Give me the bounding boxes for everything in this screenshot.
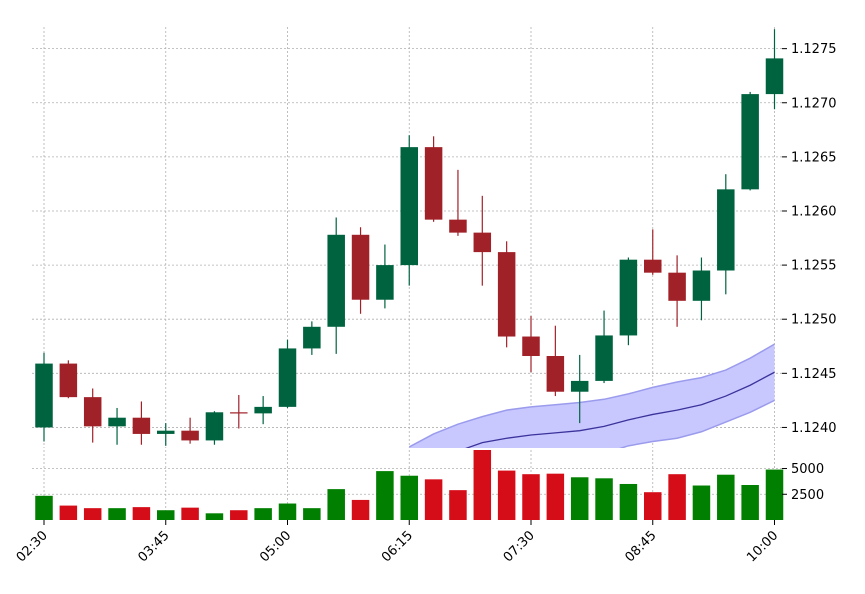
candle-up: [303, 326, 321, 349]
volume-bar: [132, 507, 151, 520]
volume-bar: [108, 508, 126, 520]
price-axis: 1.1240 1.1245 1.1250 1.1255 1.1260 1.1265 1.12…: [782, 42, 837, 436]
volume-bar: [741, 485, 759, 520]
envelope-middle-line: [465, 371, 775, 448]
candle-up: [741, 94, 759, 190]
envelope-band-fill: [409, 344, 775, 448]
candle-down: [473, 232, 492, 253]
candle-down: [546, 356, 565, 392]
volume-bar: [303, 508, 321, 520]
volume-bar: [619, 483, 638, 520]
candle-up: [765, 58, 784, 95]
time-tick-label: 08:45: [622, 528, 659, 565]
candle-down: [497, 252, 516, 337]
volume-bar: [157, 510, 175, 520]
volume-bar: [83, 508, 102, 520]
volume-layer: [35, 450, 784, 520]
price-tick-label: 1.1245: [791, 367, 837, 382]
time-tick-label: 07:30: [501, 528, 538, 565]
candle-up: [570, 380, 589, 392]
volume-bar: [522, 474, 540, 520]
envelope-upper-line: [408, 343, 775, 448]
candle-up: [376, 265, 394, 300]
volume-bar: [717, 474, 735, 520]
volume-bar: [546, 473, 565, 520]
candle-down: [132, 417, 151, 434]
candle-down: [644, 259, 662, 273]
time-axis: 02:30 03:45 05:00 06:15 07:30 08:45 10:00: [14, 520, 781, 565]
candle-down: [449, 219, 467, 233]
volume-bar: [473, 450, 492, 520]
price-tick-label: 1.1250: [791, 313, 837, 328]
price-tick-label: 1.1255: [791, 259, 837, 274]
candle-up: [717, 189, 735, 271]
candle-down: [424, 147, 443, 220]
time-tick-label: 03:45: [135, 528, 172, 565]
volume-bar: [278, 503, 297, 520]
volume-bar: [668, 474, 686, 520]
candle-down: [351, 234, 370, 300]
volume-bar: [424, 479, 443, 520]
time-tick-label: 05:00: [257, 528, 294, 565]
time-tick-label: 06:15: [379, 528, 416, 565]
volume-bar: [181, 507, 199, 520]
volume-bar: [230, 510, 248, 520]
candle-up: [595, 335, 613, 381]
candles-layer: [35, 29, 784, 446]
volume-bar: [35, 495, 53, 520]
volume-bar: [644, 492, 662, 520]
candle-down: [83, 397, 102, 427]
candle-up: [692, 270, 711, 301]
volume-bar: [497, 470, 516, 520]
price-tick-label: 1.1275: [791, 42, 837, 57]
volume-bar: [59, 505, 78, 520]
volume-tick-label: 2500: [791, 488, 824, 503]
volume-tick-label: 5000: [791, 462, 824, 477]
candle-up: [400, 147, 418, 266]
candle-up: [327, 234, 345, 327]
price-tick-label: 1.1240: [791, 421, 837, 436]
candle-down: [230, 412, 248, 414]
volume-bar: [400, 475, 418, 520]
candle-up: [254, 406, 272, 414]
volume-bar: [765, 469, 784, 520]
candle-down: [181, 430, 199, 441]
volume-bar: [254, 508, 272, 520]
candle-up: [157, 430, 175, 434]
candle-up: [108, 417, 126, 427]
volume-bar: [351, 499, 370, 520]
candle-up: [205, 412, 224, 441]
volume-axis: 2500 5000: [782, 462, 824, 503]
candle-down: [522, 336, 540, 357]
candle-up: [619, 259, 638, 336]
candle-down: [668, 272, 686, 301]
candle-up: [35, 363, 53, 428]
candle-down: [59, 363, 78, 398]
volume-bar: [376, 471, 394, 520]
time-tick-label: 10:00: [744, 528, 781, 565]
envelope-lower-line: [618, 399, 775, 448]
volume-bar: [327, 489, 345, 520]
time-tick-label: 02:30: [14, 528, 51, 565]
band-layer: [408, 343, 775, 448]
volume-bar: [595, 478, 613, 520]
price-tick-label: 1.1260: [791, 204, 837, 219]
price-tick-label: 1.1265: [791, 150, 837, 165]
candle-up: [278, 348, 297, 407]
volume-bar: [570, 477, 589, 520]
price-tick-label: 1.1270: [791, 96, 837, 111]
volume-bar: [205, 513, 224, 520]
volume-bar: [692, 485, 711, 520]
volume-bar: [449, 490, 467, 520]
